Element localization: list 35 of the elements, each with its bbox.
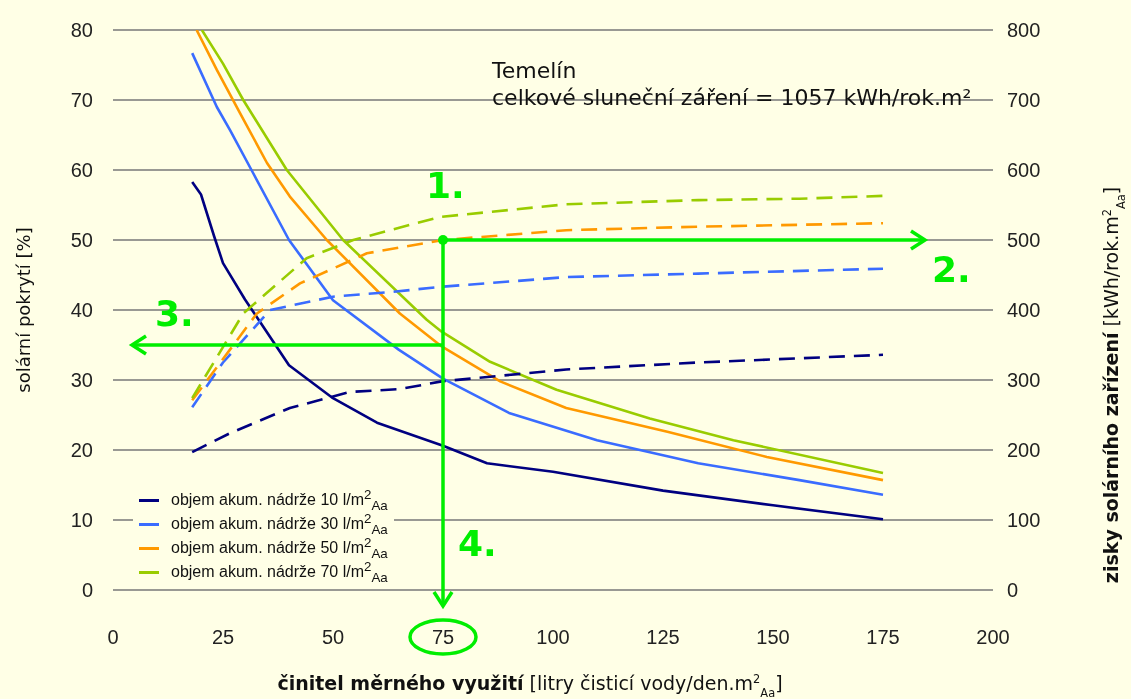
y-tick-label: 40 [70,299,93,322]
y-tick-label: 0 [81,579,93,602]
x-tick-label: 0 [107,626,119,649]
annotation: 3. [155,293,194,334]
y2-tick-label: 0 [1007,579,1019,602]
x-tick-label: 175 [866,626,900,649]
x-axis-title: činitel měrného využití [litry čisticí vody/den.m$^{2}$$_{Aa}$] [277,672,783,699]
y-axis-title: solární pokrytí [%] [13,227,34,393]
y2-tick-label: 100 [1007,509,1041,532]
y2-tick-label: 400 [1007,299,1041,322]
x-tick-label: 150 [756,626,790,649]
y2-tick-label: 200 [1007,439,1041,462]
y-tick-label: 80 [70,19,93,42]
x-tick-label: 50 [321,626,345,649]
annotation: 4. [458,523,497,564]
y-tick-label: 20 [70,439,93,462]
y2-tick-label: 700 [1007,89,1041,112]
annotation: 2. [932,249,971,290]
annotation: Temelín [491,58,577,83]
y-tick-label: 60 [70,159,93,182]
x-tick-label: 100 [536,626,570,649]
annotation: celkové sluneční záření = 1057 kWh/rok.m² [492,85,972,110]
y2-tick-label: 800 [1007,19,1041,42]
x-tick-label: 200 [976,626,1010,649]
y2-tick-label: 300 [1007,369,1041,392]
y-tick-label: 10 [70,509,93,532]
x-tick-label: 25 [211,626,235,649]
x-tick-label: 75 [431,626,455,649]
y-tick-label: 30 [70,369,93,392]
y-tick-label: 50 [70,229,93,252]
x-tick-label: 125 [646,626,680,649]
y2-tick-label: 500 [1007,229,1041,252]
y-tick-label: 70 [70,89,93,112]
annotation: 1. [426,165,465,206]
y2-tick-label: 600 [1007,159,1041,182]
